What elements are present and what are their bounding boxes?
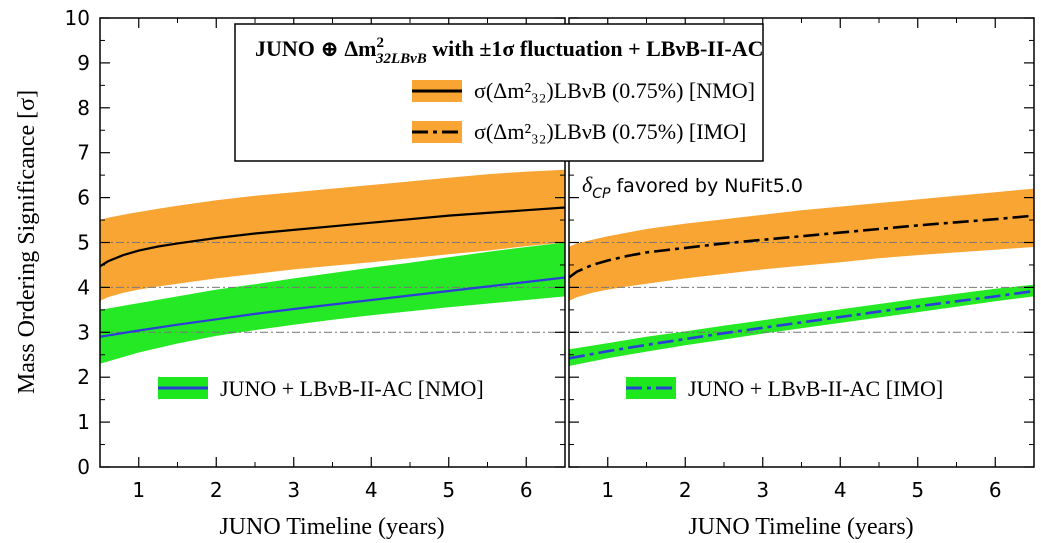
ytick-label: 6 <box>77 186 90 210</box>
left-xtick-label: 3 <box>287 478 300 502</box>
left-xtick-label: 1 <box>132 478 145 502</box>
ytick-label: 10 <box>65 6 90 30</box>
ytick-label: 0 <box>77 455 90 479</box>
left-x-axis-label: JUNO Timeline (years) <box>219 514 444 540</box>
right-panel-reference-lines <box>569 242 1034 333</box>
ytick-label: 2 <box>77 365 90 389</box>
right-xtick-label: 6 <box>989 478 1002 502</box>
right-x-axis-label: JUNO Timeline (years) <box>688 514 913 540</box>
top-legend-box <box>234 23 764 162</box>
right-panel-lines <box>569 214 1034 360</box>
right-band-0 <box>569 284 1034 366</box>
legend-title: JUNO ⊕ Δm2 32LBνB with ±1σ fluctuation + … <box>255 35 764 67</box>
left-series-line-1 <box>100 206 565 268</box>
right-band-1 <box>569 188 1034 301</box>
ytick-label: 9 <box>77 51 90 75</box>
left-xtick-label: 4 <box>365 478 378 502</box>
right-series-legend: JUNO + LBνB-II-AC [IMO] <box>626 376 943 401</box>
left-xtick-label: 2 <box>210 478 223 502</box>
left-panel-lines <box>100 206 565 338</box>
left-panel-bands <box>100 169 565 364</box>
right-series-line-0 <box>569 289 1034 360</box>
right-xtick-label: 5 <box>911 478 924 502</box>
left-band-0 <box>100 242 565 364</box>
right-xtick-label: 3 <box>756 478 769 502</box>
ytick-label: 8 <box>77 96 90 120</box>
ytick-label: 4 <box>77 275 90 299</box>
legend-nmo-label: σ(Δm²₃₂)LBνB (0.75%) [NMO] <box>474 78 755 103</box>
ytick-label: 3 <box>77 320 90 344</box>
right-panel-bands <box>569 188 1034 366</box>
top-legend: JUNO ⊕ Δm2 32LBνB with ±1σ fluctuation + … <box>234 23 764 162</box>
ytick-label: 7 <box>77 141 90 165</box>
legend-imo-label: σ(Δm²₃₂)LBνB (0.75%) [IMO] <box>474 119 746 144</box>
right-xtick-label: 4 <box>834 478 847 502</box>
right-xtick-label: 2 <box>679 478 692 502</box>
right-series-line-1 <box>569 214 1034 279</box>
left-xtick-label: 6 <box>520 478 533 502</box>
left-series-line-0 <box>100 276 565 338</box>
delta-cp-annotation: δCP favored by NuFit5.0 <box>582 172 803 202</box>
right-xtick-label: 1 <box>601 478 614 502</box>
left-band-1 <box>100 169 565 301</box>
left-xtick-label: 5 <box>442 478 455 502</box>
right-legend-label: JUNO + LBνB-II-AC [IMO] <box>688 376 943 401</box>
left-series-legend: JUNO + LBνB-II-AC [NMO] <box>158 376 484 401</box>
ytick-label: 5 <box>77 231 90 255</box>
left-legend-label: JUNO + LBνB-II-AC [NMO] <box>220 376 484 401</box>
ytick-label: 1 <box>77 410 90 434</box>
y-axis-label: Mass Ordering Significance [σ] <box>14 90 40 394</box>
